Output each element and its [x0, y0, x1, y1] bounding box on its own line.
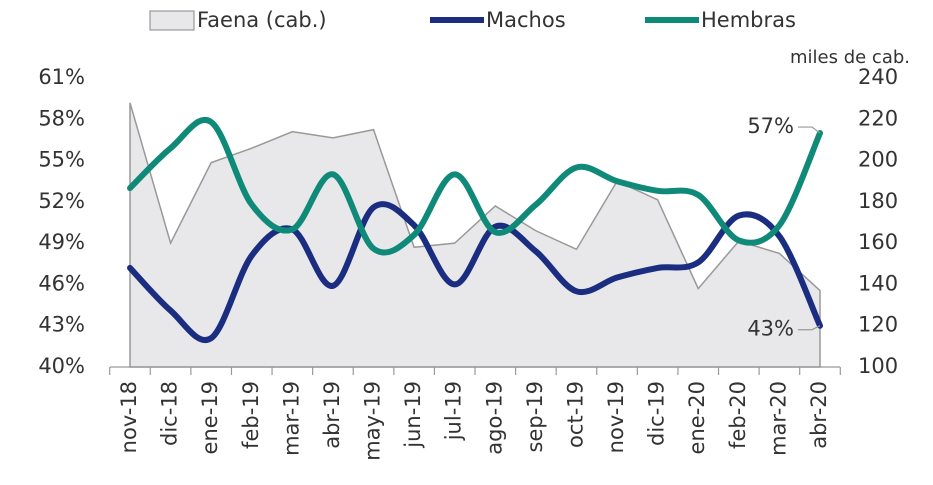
legend-label: Hembras: [701, 8, 796, 32]
leader-line: [798, 126, 821, 134]
x-tick-label: oct-19: [563, 381, 587, 448]
y-tick-label: 49%: [38, 230, 85, 254]
y-tick-label: 40%: [38, 354, 85, 378]
y2-tick-label: 220: [858, 106, 898, 130]
y-tick-label: 58%: [38, 106, 85, 130]
y-tick-label: 46%: [38, 271, 85, 295]
x-tick-label: nov-19: [604, 381, 628, 453]
y2-tick-label: 160: [858, 230, 898, 254]
x-tick-label: jul-19: [442, 381, 466, 441]
y-tick-label: 43%: [38, 313, 85, 337]
x-tick-label: nov-18: [117, 381, 141, 453]
y-tick-label: 55%: [38, 148, 85, 172]
area: [129, 102, 821, 368]
x-tick-label: dic-19: [645, 381, 669, 446]
legend-label: Machos: [486, 8, 566, 32]
x-tick-label: may-19: [361, 381, 385, 461]
x-tick-label: feb-20: [726, 381, 750, 449]
x-tick-label: jun-19: [401, 381, 425, 449]
y2-tick-label: 180: [858, 189, 898, 213]
y-tick-label: 61%: [38, 65, 85, 89]
x-tick-label: dic-18: [158, 381, 182, 446]
leader-line: [798, 325, 821, 331]
y2-tick-label: 140: [858, 271, 898, 295]
y2-tick-label: 120: [858, 313, 898, 337]
x-tick-label: feb-19: [239, 381, 263, 449]
y-tick-label: 52%: [38, 189, 85, 213]
x-tick-label: mar-19: [279, 381, 303, 456]
x-tick-label: mar-20: [766, 381, 790, 456]
line: [127, 117, 823, 256]
legend-swatch: [149, 10, 195, 31]
line: [127, 201, 823, 344]
y2-tick-label: 240: [858, 65, 898, 89]
y2-axis-title: miles de cab.: [790, 47, 910, 68]
legend-label: Faena (cab.): [197, 8, 327, 32]
data-label: 57%: [747, 114, 794, 138]
x-tick-label: ene-19: [198, 381, 222, 454]
data-label: 43%: [747, 317, 794, 341]
x-tick-label: abr-19: [320, 381, 344, 449]
y2-tick-label: 200: [858, 148, 898, 172]
y2-tick-label: 100: [858, 354, 898, 378]
x-tick-label: sep-19: [523, 381, 547, 453]
x-tick-label: ago-19: [482, 381, 506, 455]
x-tick-label: ene-20: [685, 381, 709, 454]
x-tick-label: abr-20: [807, 381, 831, 449]
